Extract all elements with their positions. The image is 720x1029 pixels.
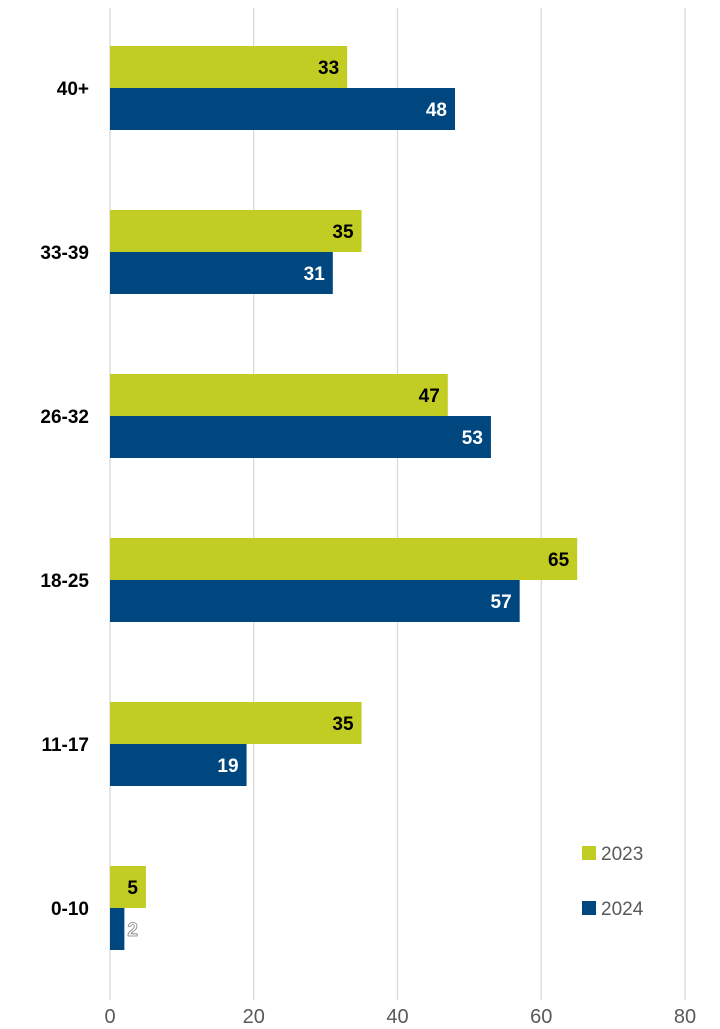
x-tick-label: 60	[530, 1006, 552, 1028]
bar-2023-18-25	[110, 538, 578, 580]
legend-swatch-2023	[582, 846, 596, 860]
data-labels: 33 48 35 31 47 53 65 57 35 19 5 2	[127, 58, 570, 941]
legend-swatch-2024	[582, 901, 596, 915]
data-label: 5	[127, 878, 138, 899]
category-label: 40+	[57, 79, 89, 100]
x-tick-label: 20	[243, 1006, 265, 1028]
bar-2024-26-32	[110, 416, 491, 458]
bar-2024-0-10	[110, 908, 125, 950]
legend-label: 2023	[601, 844, 643, 865]
category-label: 0-10	[51, 899, 89, 920]
bar-2023-0-10	[110, 866, 146, 908]
x-tick-label: 80	[674, 1006, 696, 1028]
bar-2023-40+	[110, 46, 348, 88]
gridlines	[109, 8, 686, 1000]
legend-label: 2024	[601, 899, 644, 920]
bar-2023-33-39	[110, 210, 362, 252]
data-label: 33	[318, 58, 339, 79]
category-label: 33-39	[40, 243, 89, 264]
data-label: 31	[304, 264, 326, 285]
category-label: 11-17	[41, 735, 89, 756]
bar-2023-11-17	[110, 702, 362, 744]
x-tick-label: 40	[386, 1006, 408, 1028]
x-axis-ticks: 0 20 40 60 80	[104, 1006, 696, 1028]
data-label: 57	[491, 592, 512, 613]
data-label: 65	[548, 550, 570, 571]
bar-2024-40+	[110, 88, 455, 130]
category-label: 26-32	[40, 407, 89, 428]
bar-2024-11-17	[110, 744, 247, 786]
data-label: 47	[419, 386, 440, 407]
category-label: 18-25	[40, 571, 89, 592]
x-tick-label: 0	[104, 1006, 115, 1028]
data-label: 35	[332, 222, 354, 243]
bars	[110, 46, 578, 950]
legend: 2023 2024	[582, 844, 644, 920]
data-label: 53	[462, 428, 483, 449]
bar-2023-26-32	[110, 374, 448, 416]
data-label: 48	[426, 100, 447, 121]
category-labels: 40+ 33-39 26-32 18-25 11-17 0-10	[40, 79, 89, 920]
data-label: 2	[127, 920, 138, 941]
data-label: 35	[332, 714, 354, 735]
data-label: 19	[217, 756, 238, 777]
bar-2024-18-25	[110, 580, 520, 622]
bar-2024-33-39	[110, 252, 333, 294]
